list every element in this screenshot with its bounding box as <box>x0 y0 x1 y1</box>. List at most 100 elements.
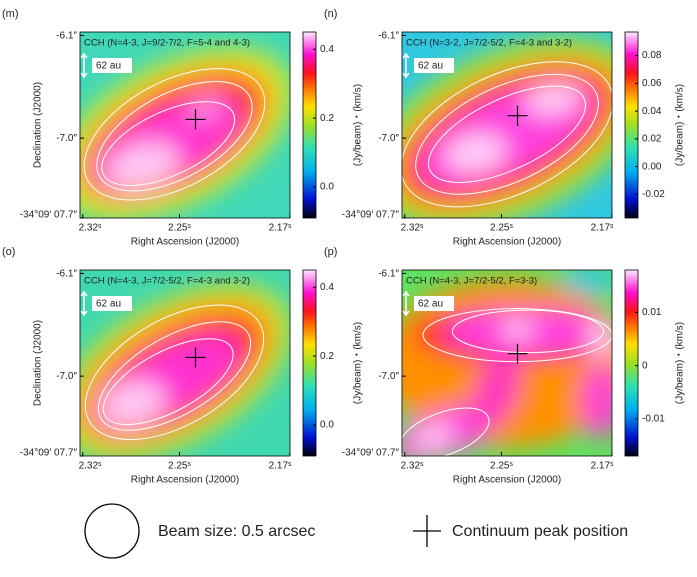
map-panel: CCH (N=3-2, J=7/2-5/2, F=4-3 and 3-2) 62 … <box>324 8 686 248</box>
emission <box>559 270 612 295</box>
intensity-map <box>402 32 612 218</box>
colorbar-tick-label: 0.06 <box>642 78 662 89</box>
contour <box>402 407 490 456</box>
scale-arrow <box>402 290 410 317</box>
y-axis-title: Declination (J2000) <box>33 320 44 406</box>
map-blobs <box>402 270 612 456</box>
map-frame <box>401 31 613 219</box>
contour <box>451 309 605 354</box>
contour <box>427 85 587 183</box>
colorbar-tick-label: 0.02 <box>642 134 662 145</box>
contour <box>83 68 266 201</box>
colorbar-tick-label: 0 <box>642 360 648 371</box>
colorbar-title: (Jy/beam)・(km/s) <box>675 84 686 166</box>
x-tick-label: 2.25ˢ <box>490 223 513 234</box>
x-tick-label: 2.25ˢ <box>168 461 191 472</box>
scale-box <box>92 296 132 311</box>
y-tick-label: -6.1″ <box>378 269 399 280</box>
map-frame <box>79 269 291 457</box>
emission <box>444 133 507 173</box>
x-tick-label: 2.17ˢ <box>269 461 292 472</box>
y-tick-label: -6.1″ <box>378 31 399 42</box>
x-axis-title: Right Ascension (J2000) <box>131 237 239 248</box>
colorbar-tick-label: 0.0 <box>320 420 334 431</box>
emission <box>524 83 583 115</box>
colorbar-tick-label: 0.04 <box>642 106 662 117</box>
scale-label: 62 au <box>96 61 121 72</box>
colorbar <box>302 269 317 457</box>
peak-label: Continuum peak position <box>452 523 628 540</box>
colorbar <box>624 31 639 219</box>
map-frame <box>79 31 291 219</box>
emission <box>500 320 535 339</box>
contour <box>101 101 236 186</box>
y-tick-label: -34°09′ 07.7″ <box>342 210 400 221</box>
peak-cross <box>507 343 528 364</box>
map-blobs <box>402 36 612 218</box>
map-panel: CCH (N=4-3, J=9/2-7/2, F=5-4 and 4-3) 62 … <box>2 8 364 248</box>
map-blobs <box>80 282 290 456</box>
x-tick-label: 2.17ˢ <box>591 461 614 472</box>
legend: Beam size: 0.5 arcsec Continuum peak pos… <box>84 503 628 559</box>
emission <box>413 424 454 451</box>
colorbar-tick-label: 0.2 <box>320 351 334 362</box>
x-tick-label: 2.32ˢ <box>401 461 424 472</box>
y-tick-label: -7.0″ <box>378 371 399 382</box>
y-tick-label: -7.0″ <box>378 133 399 144</box>
map-frame <box>401 269 613 457</box>
x-axis-title: Right Ascension (J2000) <box>453 475 561 486</box>
emission <box>106 142 180 190</box>
scale-label: 62 au <box>418 61 443 72</box>
map-panel: CCH (N=4-3, J=7/2-5/2, F=3-3) 62 au (p) 2.3… <box>324 246 686 486</box>
y-tick-label: -34°09′ 07.7″ <box>20 210 78 221</box>
x-tick-label: 2.25ˢ <box>168 223 191 234</box>
contour <box>84 304 265 441</box>
x-tick-label: 2.17ˢ <box>591 223 614 234</box>
colorbar <box>302 31 317 219</box>
colorbar <box>624 269 639 457</box>
x-axis-title: Right Ascension (J2000) <box>131 475 239 486</box>
x-tick-label: 2.32ˢ <box>79 461 102 472</box>
intensity-map <box>80 270 290 456</box>
colorbar-tick-label: 0.00 <box>642 161 662 172</box>
colorbar-tick-label: 0.4 <box>320 44 334 55</box>
colorbar-title: (Jy/beam)・(km/s) <box>675 322 686 404</box>
y-tick-label: -34°09′ 07.7″ <box>342 448 400 459</box>
y-tick-label: -7.0″ <box>56 133 77 144</box>
y-tick-label: -7.0″ <box>56 371 77 382</box>
x-tick-label: 2.25ˢ <box>490 461 513 472</box>
contour <box>97 321 252 431</box>
scale-label: 62 au <box>96 299 121 310</box>
colorbar-tick-label: 0.2 <box>320 113 334 124</box>
colorbar-tick-label: -0.02 <box>642 189 665 200</box>
contour <box>402 61 612 208</box>
x-tick-label: 2.17ˢ <box>269 223 292 234</box>
scale-box <box>414 296 454 311</box>
emission <box>588 320 612 358</box>
y-axis-title: Declination (J2000) <box>33 82 44 168</box>
peak-cross <box>507 105 528 126</box>
scale-box <box>92 58 132 73</box>
scale-label: 62 au <box>418 299 443 310</box>
emission <box>473 355 520 427</box>
contour <box>102 338 234 425</box>
scale-arrow <box>80 290 88 317</box>
emission <box>99 380 166 428</box>
x-axis-title: Right Ascension (J2000) <box>453 237 561 248</box>
scale-arrow <box>80 52 88 79</box>
map-panel: CCH (N=4-3, J=7/2-5/2, F=4-3 and 3-2) 62 … <box>2 246 364 486</box>
colorbar-tick-label: 0.08 <box>642 50 662 61</box>
panel-label: (o) <box>2 246 15 258</box>
contour <box>96 80 253 192</box>
intensity-map <box>402 270 612 456</box>
line-label: CCH (N=4-3, J=7/2-5/2, F=4-3 and 3-2) <box>84 276 250 287</box>
panel-label: (m) <box>2 8 19 20</box>
panel-label: (n) <box>324 8 337 20</box>
colorbar-tick-label: 0.0 <box>320 182 334 193</box>
peak-cross <box>185 109 206 130</box>
y-tick-label: -34°09′ 07.7″ <box>20 448 78 459</box>
colorbar-tick-label: 0.01 <box>642 307 662 318</box>
colorbar-tick-label: -0.01 <box>642 413 665 424</box>
line-label: CCH (N=3-2, J=7/2-5/2, F=4-3 and 3-2) <box>406 38 572 49</box>
x-tick-label: 2.32ˢ <box>401 223 424 234</box>
